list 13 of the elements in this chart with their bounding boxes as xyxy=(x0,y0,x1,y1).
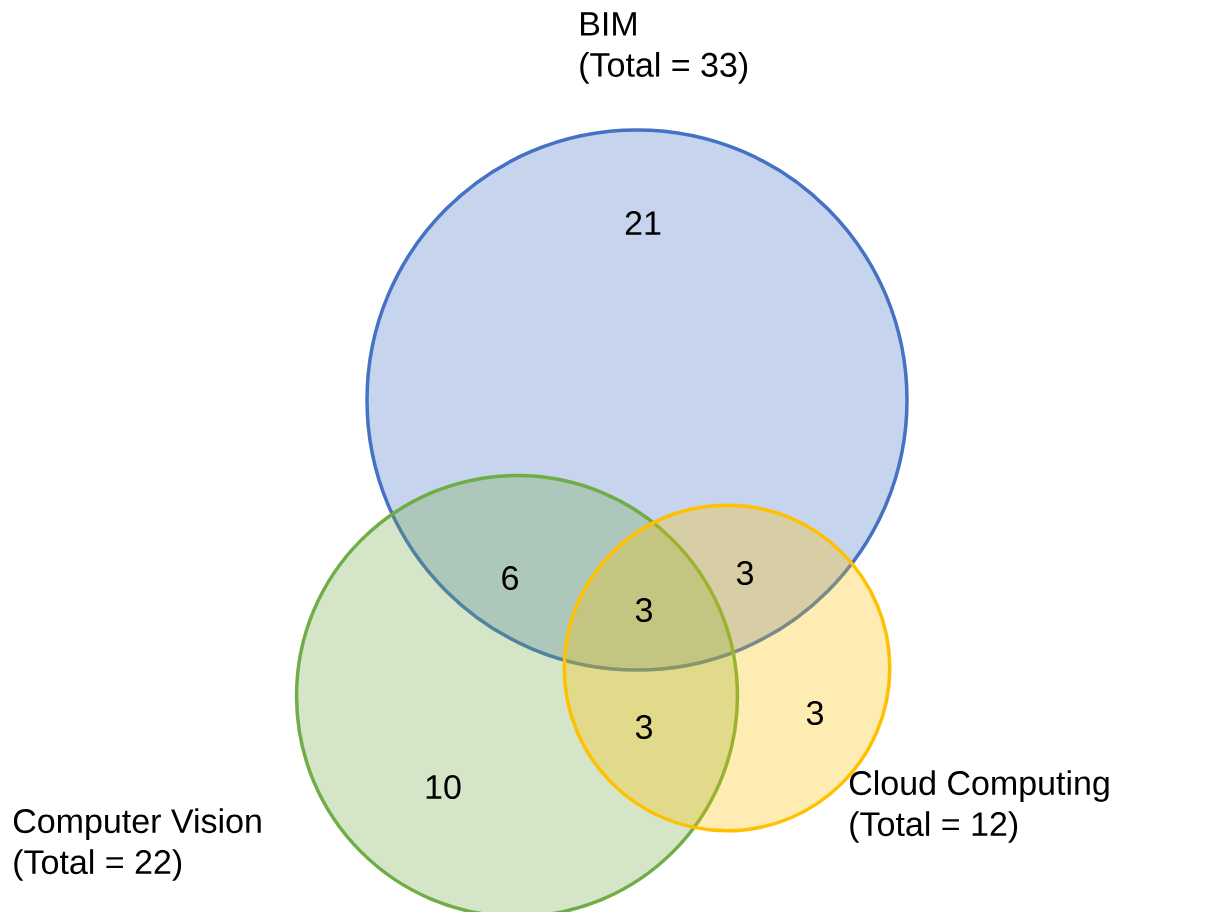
data-label: (Total = 22) xyxy=(14,849,182,881)
data-label: (Total = 12) xyxy=(850,811,1018,843)
category-label: Cloud Computing xyxy=(849,770,1109,802)
category-label: BIM xyxy=(581,12,636,36)
text: 3 xyxy=(635,597,652,623)
text: 3 xyxy=(806,700,823,726)
text: 10 xyxy=(426,774,461,800)
data-label: (Total = 33) xyxy=(580,51,748,84)
text: 21 xyxy=(625,211,661,235)
category-label: Computer Vision xyxy=(13,808,261,840)
text: 3 xyxy=(736,560,753,586)
text: 6 xyxy=(502,565,518,591)
text: 3 xyxy=(635,714,652,740)
